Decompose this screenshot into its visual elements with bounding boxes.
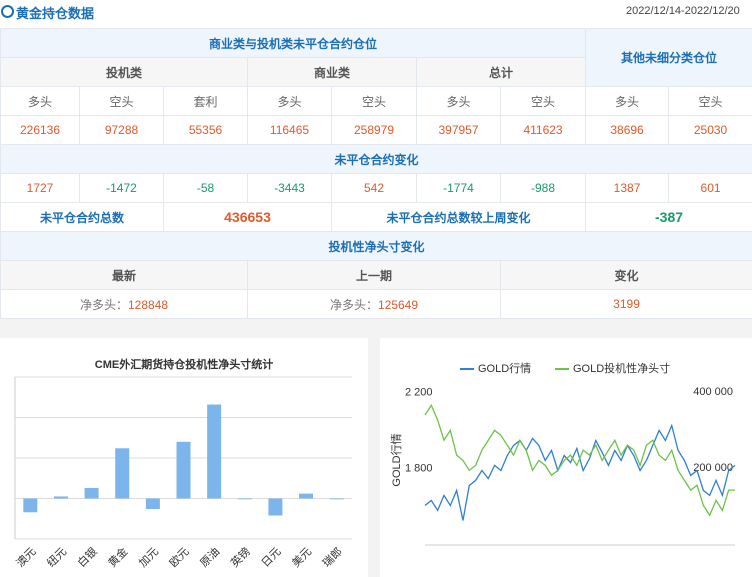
cell: 116465 xyxy=(247,115,332,145)
cell: -3443 xyxy=(247,173,332,203)
x-tick-label: 欧元 xyxy=(167,545,192,570)
bar xyxy=(207,404,222,499)
bar xyxy=(23,498,38,513)
cell: 总计 xyxy=(415,57,587,87)
bar xyxy=(115,448,130,499)
prefix: 净多头： xyxy=(79,297,128,312)
cell: -387 xyxy=(585,202,752,232)
cell: -988 xyxy=(499,173,587,203)
title: 黄金持仓数据 xyxy=(16,6,95,21)
cell: 多头 xyxy=(0,86,80,116)
cell: 未平仓合约变化 xyxy=(0,144,752,174)
x-tick-label: 美元 xyxy=(289,545,314,570)
cell: 空头 xyxy=(79,86,164,116)
bar xyxy=(237,498,252,500)
y-tick-label: 2 200 xyxy=(405,386,433,398)
cell: 601 xyxy=(668,173,752,203)
y-axis-label: GOLD行情 xyxy=(390,433,403,486)
x-tick-label: 加元 xyxy=(136,545,161,570)
icon xyxy=(1,5,14,18)
y-tick-label: 200 000 xyxy=(693,462,733,474)
x-tick-label: 澳元 xyxy=(14,545,39,570)
cell: 套利 xyxy=(163,86,248,116)
cell: 净多头：128848 xyxy=(0,289,248,319)
cell: 变化 xyxy=(499,260,752,290)
cell: 上一期 xyxy=(247,260,501,290)
x-tick-label: 英镑 xyxy=(227,544,252,569)
y-tick-label: 1 800 xyxy=(405,462,433,474)
line xyxy=(424,403,735,517)
x-tick-label: 白银 xyxy=(74,544,99,569)
y-tick-label: 400 000 xyxy=(693,386,733,398)
cell: 258979 xyxy=(331,115,417,145)
cell: 542 xyxy=(331,173,417,203)
cell: 空头 xyxy=(499,86,587,116)
x-tick-label: 瑞郎 xyxy=(319,544,344,569)
cell: 投机类 xyxy=(0,57,248,87)
x-tick-label: 纽元 xyxy=(44,544,69,569)
bar xyxy=(329,498,344,500)
position-table: 商业类与投机类未平仓合约仓位 其他未细分类仓位 投机类 商业类 总计 多头 空头 套利 多头… xyxy=(0,28,752,319)
cell: 397957 xyxy=(416,115,501,145)
cell: 未平仓合约总数较上周变化 xyxy=(330,202,587,232)
cell: 1727 xyxy=(0,173,80,203)
date: 2022/12/14-2022/12/20 xyxy=(626,5,740,17)
value: 125649 xyxy=(377,297,419,312)
cell: 最新 xyxy=(0,260,248,290)
bar xyxy=(176,441,191,499)
cell: 97288 xyxy=(79,115,164,145)
cell: 商业类与投机类未平仓合约仓位 xyxy=(0,28,587,58)
cell: 3199 xyxy=(499,289,752,319)
value: 128848 xyxy=(127,297,169,312)
prefix: 净多头： xyxy=(329,297,378,312)
header: 黄金持仓数据 2022/12/14-2022/12/20 xyxy=(0,0,752,28)
cell: 411623 xyxy=(499,115,587,145)
cell: 55356 xyxy=(163,115,248,145)
cell: 38696 xyxy=(585,115,670,145)
chart-title: CME外汇期货持仓投机性净头寸统计 xyxy=(95,357,273,371)
legend-label: GOLD投机性净头寸 xyxy=(573,361,670,375)
cell: -58 xyxy=(163,173,248,203)
cell: 投机性净头寸变化 xyxy=(0,231,752,261)
cell: 其他未细分类仓位 xyxy=(585,28,752,87)
cell: 净多头：125649 xyxy=(247,289,501,319)
cell: 空头 xyxy=(331,86,417,116)
bar xyxy=(84,487,99,499)
x-tick-label: 原油 xyxy=(197,544,222,569)
cell: 1387 xyxy=(585,173,670,203)
cell: -1774 xyxy=(416,173,501,203)
bar xyxy=(299,493,314,499)
cell: 25030 xyxy=(668,115,752,145)
cell: 多头 xyxy=(247,86,332,116)
cell: 未平仓合约总数 xyxy=(0,202,164,232)
cell: 多头 xyxy=(585,86,670,116)
line xyxy=(424,423,736,521)
cell: 226136 xyxy=(0,115,80,145)
legend-label: GOLD行情 xyxy=(478,362,531,375)
cell: 空头 xyxy=(668,86,752,116)
x-tick-label: 日元 xyxy=(260,546,284,570)
cell: 商业类 xyxy=(247,57,417,87)
cell: 436653 xyxy=(163,202,332,232)
cell: 多头 xyxy=(416,86,501,116)
cell: -1472 xyxy=(79,173,164,203)
bar xyxy=(268,498,283,516)
bar xyxy=(53,496,68,499)
x-tick-label: 黄金 xyxy=(105,544,130,569)
bar xyxy=(145,498,160,510)
